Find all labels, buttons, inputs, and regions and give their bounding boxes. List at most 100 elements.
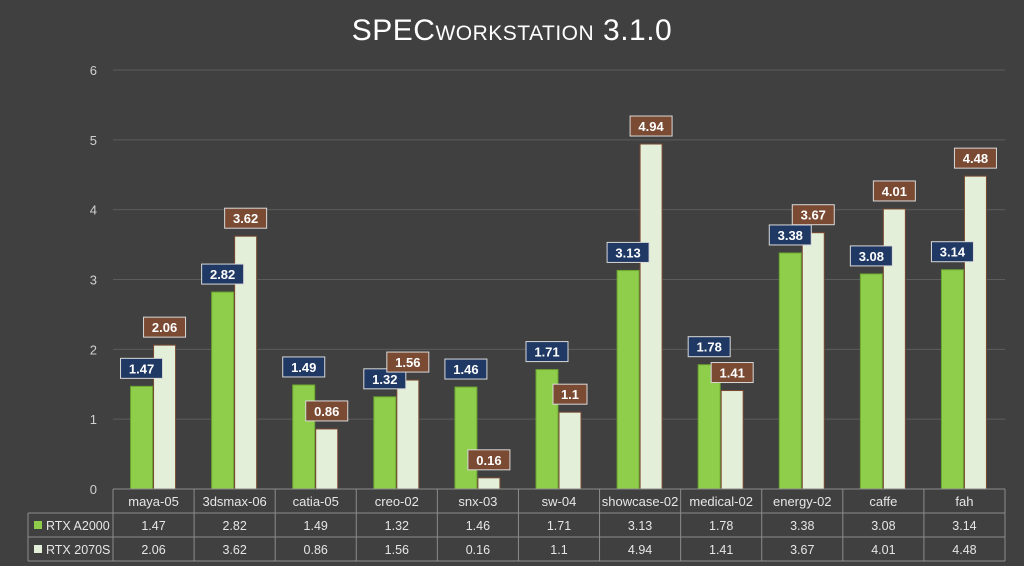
- table-cell: 1.56: [385, 543, 409, 557]
- table-cell: 3.62: [222, 543, 246, 557]
- data-label-box: [282, 356, 326, 378]
- table-cell: 3.38: [790, 519, 814, 533]
- x-tick-label: maya-05: [128, 494, 179, 509]
- data-label-box: [768, 224, 812, 246]
- data-label-box: [872, 180, 916, 202]
- data-label-box: [120, 357, 164, 379]
- x-tick-label: 3dsmax-06: [202, 494, 266, 509]
- data-label-box: [467, 449, 511, 471]
- data-label-box: [143, 316, 187, 338]
- x-tick-label: energy-02: [773, 494, 832, 509]
- data-label-box: [444, 358, 488, 380]
- y-tick-label: 3: [90, 273, 97, 288]
- data-label: 4.94: [638, 119, 664, 134]
- data-label-box: [552, 383, 588, 405]
- data-label-box: [953, 147, 997, 169]
- table-cell: 0.16: [466, 543, 490, 557]
- table-cell: 4.48: [952, 543, 976, 557]
- data-label-box: [305, 400, 349, 422]
- table-cell: 2.06: [141, 543, 165, 557]
- bar: [454, 386, 478, 490]
- data-label: 1.41: [720, 366, 745, 381]
- data-label-box: [386, 351, 430, 373]
- table-cell: 1.47: [141, 519, 165, 533]
- data-label: 3.62: [233, 211, 258, 226]
- legend-swatch: [34, 521, 42, 529]
- data-label: 1.71: [534, 345, 559, 360]
- bar: [211, 291, 235, 490]
- table-cell: 4.94: [628, 543, 652, 557]
- bar: [720, 390, 744, 490]
- data-label-box: [224, 207, 268, 229]
- x-tick-label: catia-05: [293, 494, 339, 509]
- bar: [801, 232, 825, 490]
- y-tick-label: 0: [90, 482, 97, 497]
- data-label-box: [525, 341, 569, 363]
- data-label-box: [710, 362, 754, 384]
- bar: [477, 477, 501, 490]
- bar: [373, 396, 397, 490]
- bar: [639, 143, 663, 490]
- bar: [130, 385, 154, 490]
- data-label: 3.13: [615, 245, 640, 260]
- table-cell: 1.41: [709, 543, 733, 557]
- data-label: 1.49: [291, 360, 316, 375]
- table-cell: 2.82: [222, 519, 246, 533]
- table-cell: 1.78: [709, 519, 733, 533]
- x-tick-label: showcase-02: [602, 494, 679, 509]
- data-label-box: [687, 336, 731, 358]
- data-label: 1.78: [697, 340, 722, 355]
- data-label: 1.46: [453, 362, 478, 377]
- x-tick-label: snx-03: [458, 494, 497, 509]
- data-label-box: [363, 368, 407, 390]
- bar: [558, 411, 582, 490]
- table-cell: 1.46: [466, 519, 490, 533]
- data-label: 2.82: [210, 267, 235, 282]
- bar: [859, 273, 883, 490]
- data-label: 4.01: [882, 184, 907, 199]
- bar: [315, 428, 339, 490]
- bar: [940, 269, 964, 490]
- x-tick-label: creo-02: [375, 494, 419, 509]
- x-tick-label: fah: [955, 494, 973, 509]
- legend-swatch: [34, 545, 42, 553]
- table-cell: 1.71: [547, 519, 571, 533]
- data-label: 3.08: [859, 249, 884, 264]
- table-cell: 1.1: [550, 543, 567, 557]
- y-tick-label: 4: [90, 203, 97, 218]
- legend-label: RTX 2070S: [46, 543, 110, 557]
- bar: [616, 269, 640, 490]
- table-cell: 0.86: [304, 543, 328, 557]
- data-label-box: [201, 263, 245, 285]
- table-cell: 3.14: [952, 519, 976, 533]
- bar: [396, 379, 420, 490]
- data-label: 0.86: [314, 404, 339, 419]
- table-cell: 3.08: [871, 519, 895, 533]
- data-label: 3.67: [801, 208, 826, 223]
- bar: [778, 252, 802, 490]
- table-cell: 4.01: [871, 543, 895, 557]
- data-label: 3.38: [778, 228, 803, 243]
- data-label-box: [930, 241, 974, 263]
- data-label-box: [849, 245, 893, 267]
- y-tick-label: 2: [90, 342, 97, 357]
- table-cell: 3.13: [628, 519, 652, 533]
- data-label: 4.48: [963, 151, 988, 166]
- chart-title: SPECworkstation 3.1.0: [351, 14, 673, 47]
- bar: [963, 175, 987, 490]
- data-label: 1.32: [372, 372, 397, 387]
- data-label: 1.1: [561, 387, 579, 402]
- bar: [697, 364, 721, 490]
- data-label: 0.16: [476, 453, 501, 468]
- x-tick-label: medical-02: [689, 494, 753, 509]
- y-tick-label: 6: [90, 63, 97, 78]
- data-label: 1.47: [129, 361, 154, 376]
- data-label-box: [606, 241, 650, 263]
- data-label-box: [791, 204, 835, 226]
- table-cell: 1.32: [385, 519, 409, 533]
- table-cell: 1.49: [304, 519, 328, 533]
- legend-label: RTX A2000: [46, 519, 110, 533]
- x-tick-label: caffe: [869, 494, 897, 509]
